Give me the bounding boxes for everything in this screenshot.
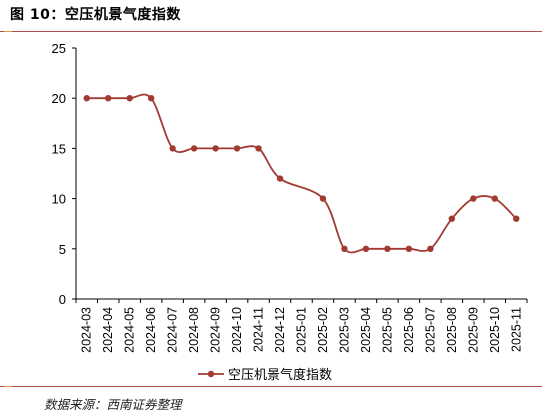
x-tick-label: 2024-03 bbox=[80, 307, 94, 353]
data-point bbox=[190, 145, 198, 152]
data-point bbox=[405, 245, 413, 252]
line-chart: 0 5 10 15 20 25 2024-03 2024-04 2024-05 2024-06 20… bbox=[52, 41, 528, 382]
series-line bbox=[86, 93, 517, 254]
data-point bbox=[105, 95, 112, 102]
data-point bbox=[255, 145, 262, 152]
data-point bbox=[169, 145, 176, 152]
x-tick-label: 2025-05 bbox=[380, 307, 394, 353]
source-note: 数据来源：西南证券整理 bbox=[44, 397, 182, 412]
data-point bbox=[491, 195, 498, 202]
x-tick-label: 2024-10 bbox=[230, 307, 244, 353]
data-point bbox=[448, 215, 456, 222]
legend-marker bbox=[207, 370, 215, 378]
x-tick-label: 2024-08 bbox=[187, 307, 201, 353]
x-tick-label: 2025-01 bbox=[295, 307, 309, 353]
x-tick-label: 2025-08 bbox=[445, 307, 459, 353]
x-tick-label: 2025-03 bbox=[337, 307, 351, 353]
data-point bbox=[126, 95, 133, 102]
x-tick-label: 2025-10 bbox=[488, 307, 502, 353]
x-tick-label: 2025-09 bbox=[466, 307, 480, 353]
data-point bbox=[233, 145, 241, 152]
figure-title: 图 10：空压机景气度指数 bbox=[10, 7, 181, 23]
top-rule-marker bbox=[4, 31, 12, 32]
data-point bbox=[276, 175, 284, 182]
x-tick-label: 2025-02 bbox=[316, 307, 330, 353]
x-tick-label: 2025-07 bbox=[423, 307, 437, 353]
x-tick-label: 2025-06 bbox=[402, 307, 416, 353]
y-tick-label: 25 bbox=[52, 41, 66, 56]
data-point bbox=[83, 95, 90, 102]
x-tick-label: 2024-04 bbox=[101, 307, 115, 353]
x-tick-label: 2025-04 bbox=[359, 307, 373, 353]
data-point bbox=[513, 215, 520, 222]
y-tick-label: 0 bbox=[59, 292, 66, 307]
x-tick-label: 2024-11 bbox=[252, 307, 266, 352]
data-point bbox=[470, 195, 477, 202]
y-tick-label: 10 bbox=[52, 192, 66, 207]
data-point bbox=[319, 195, 327, 202]
x-tick-label: 2025-11 bbox=[509, 307, 523, 352]
data-point bbox=[147, 95, 155, 102]
data-point bbox=[384, 245, 391, 252]
data-point bbox=[341, 245, 348, 252]
x-tick-label: 2024-05 bbox=[123, 307, 137, 353]
data-point bbox=[362, 245, 370, 252]
x-tick-label: 2024-09 bbox=[209, 307, 223, 353]
y-tick-label: 20 bbox=[52, 91, 66, 106]
y-tick-label: 5 bbox=[59, 242, 66, 257]
x-tick-label: 2024-07 bbox=[166, 307, 180, 353]
data-point bbox=[427, 245, 434, 252]
y-tick-label: 15 bbox=[52, 141, 66, 156]
x-tick-label: 2024-12 bbox=[273, 307, 287, 353]
bottom-rule-marker bbox=[4, 386, 12, 387]
top-rule bbox=[0, 31, 542, 32]
bottom-rule bbox=[0, 386, 542, 387]
data-point bbox=[212, 145, 219, 152]
legend-label: 空压机景气度指数 bbox=[228, 367, 332, 382]
x-tick-label: 2024-06 bbox=[144, 307, 158, 353]
